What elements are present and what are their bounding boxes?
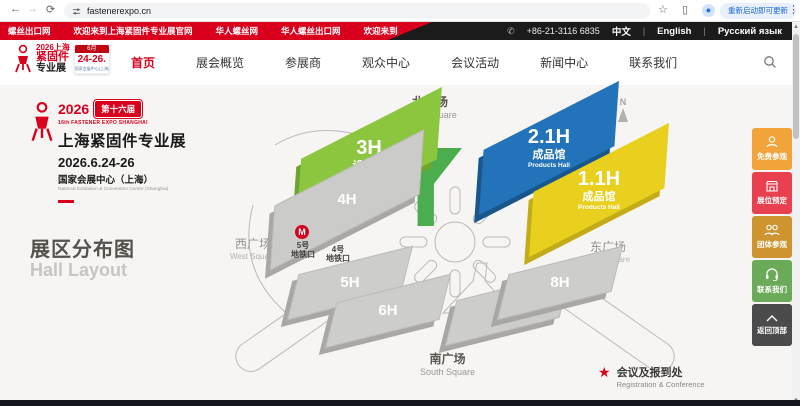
logo-line2: 紧固件 <box>36 51 69 64</box>
site-settings-icon[interactable] <box>72 7 81 16</box>
expo-venue-en: National Exhibition & Convention Center … <box>58 187 169 192</box>
legend-star-icon: ★ <box>598 364 611 380</box>
nav-item-news[interactable]: 新闻中心 <box>540 56 589 70</box>
nav-item-contact[interactable]: 联系我们 <box>629 56 678 70</box>
hall-map: 北广场 North Square 西广场 West Square 东广场 Eas… <box>215 80 755 400</box>
hall-layout-section: 2026 第十六届 16th FASTENER EXPO SHANGHAI 上海… <box>0 80 800 400</box>
visitor-icon <box>766 136 778 148</box>
expo-venue: 国家会展中心（上海） <box>58 175 154 186</box>
back-to-top-button[interactable]: 返回顶部 <box>752 304 792 346</box>
calendar-month: 6月 <box>74 45 109 54</box>
scroll-up-icon[interactable]: ▲ <box>793 24 799 30</box>
south-square-label: 南广场 South Square <box>419 352 476 377</box>
side-panel-icon[interactable]: ▯ <box>682 4 689 16</box>
page-scrollbar[interactable]: ▲ ▼ <box>792 22 800 406</box>
metro-exit-4-label: 4号 地铁口 <box>326 245 350 263</box>
top-info-bar-red <box>0 22 432 40</box>
expo-subtitle-en: 16th FASTENER EXPO SHANGHAI <box>58 120 148 126</box>
contact-us-button[interactable]: 联系我们 <box>752 260 792 302</box>
lang-separator: | <box>703 26 706 36</box>
expo-branding: 2026 第十六届 16th FASTENER EXPO SHANGHAI 上海… <box>30 99 240 203</box>
mascot-icon-large <box>31 101 53 142</box>
hall-2-1h[interactable]: 2.1H 成品馆 Products Hall <box>473 80 625 216</box>
link-welcome-official[interactable]: 欢迎来到上海紧固件专业展官网 <box>73 26 193 36</box>
expo-dates: 2026.6.24-26 <box>58 155 135 170</box>
expo-year: 2026 <box>58 101 90 117</box>
nav-item-home[interactable]: 首页 <box>131 56 156 70</box>
logo-text: 2026上海 紧固件 专业展 <box>36 43 70 74</box>
booth-booking-button[interactable]: 展位预定 <box>752 172 792 214</box>
chevron-up-icon <box>766 314 778 321</box>
red-dash <box>58 200 74 203</box>
link-luosi-export[interactable]: 螺丝出口网 <box>8 26 51 36</box>
phone-icon: ✆ <box>507 25 515 36</box>
contact-language-bar: ✆ +86-21-3116 6835 中文 | English | Русски… <box>507 22 782 40</box>
url-bar[interactable]: fastenerexpo.cn <box>64 3 650 19</box>
calendar-note: 国家会展中心(上海) <box>74 66 110 72</box>
browser-menu-icon[interactable]: ⋮ <box>788 4 799 16</box>
lang-separator: | <box>642 26 646 36</box>
expo-title: 上海紧固件专业展 <box>58 133 187 150</box>
forward-icon[interactable]: → <box>27 3 38 15</box>
metro-icon: M <box>295 225 309 239</box>
nav-item-events[interactable]: 会议活动 <box>451 56 500 70</box>
back-icon[interactable]: ← <box>10 3 21 15</box>
browser-toolbar: ← → ⟳ fastenerexpo.cn ☆ ▯ ● 重新启动即可更新 ⋮ <box>0 0 800 22</box>
nav-menu: 首页 展会概览 参展商 观众中心 会议活动 新闻中心 联系我们 <box>131 40 677 85</box>
section-title: 展区分布图 <box>30 239 135 261</box>
section-title-en: Hall Layout <box>30 260 128 280</box>
expo-edition-badge: 第十六届 <box>93 99 144 119</box>
headset-icon <box>766 267 778 281</box>
bookmark-star-icon[interactable]: ☆ <box>658 4 668 16</box>
reload-icon[interactable]: ⟳ <box>46 4 56 16</box>
logo-line1: 2026上海 <box>36 43 70 52</box>
hall-1-1h[interactable]: 1.1H 成品馆 Products Hall <box>523 122 675 258</box>
hall-4h[interactable]: 4H <box>263 129 431 271</box>
top-info-bar: 螺丝出口网 欢迎来到上海紧固件专业展官网 华人螺丝网 华人螺丝出口网 欢迎来到 … <box>0 22 800 40</box>
profile-avatar[interactable]: ● <box>702 4 715 17</box>
logo-line3: 专业展 <box>36 62 66 74</box>
booth-icon <box>765 180 779 192</box>
lang-english[interactable]: English <box>657 25 692 37</box>
url-text: fastenerexpo.cn <box>87 6 152 16</box>
calendar-days: 24-26. <box>77 54 106 66</box>
metro-exit-5-label: 5号 地铁口 <box>291 241 315 259</box>
mascot-icon <box>15 45 31 73</box>
scrollbar-thumb[interactable] <box>793 34 799 139</box>
registration-legend: ★ 会议及报到处 Registration & Conference <box>598 364 705 389</box>
compass-north: N <box>613 97 633 122</box>
hall-6h[interactable]: 6H <box>324 273 452 349</box>
link-huaren-export[interactable]: 华人螺丝出口网 <box>281 26 341 36</box>
lang-russian[interactable]: Русский язык <box>717 25 782 37</box>
lang-chinese[interactable]: 中文 <box>611 27 631 38</box>
link-welcome[interactable]: 欢迎来到 <box>363 26 398 36</box>
hall-5h[interactable]: 5H <box>286 245 414 321</box>
west-square-label: 西广场 West Square <box>229 237 277 261</box>
group-visit-button[interactable]: 团体参观 <box>752 216 792 258</box>
free-visit-button[interactable]: 免费参观 <box>752 128 792 170</box>
footer-bar-top <box>0 400 800 406</box>
floating-action-buttons: 免费参观 展位预定 团体参观 联系我们 <box>752 128 792 346</box>
nav-item-exhibitors[interactable]: 参展商 <box>285 56 322 70</box>
nav-item-visitors[interactable]: 观众中心 <box>362 56 411 70</box>
compass-arrow-icon <box>618 108 628 122</box>
partner-links: 螺丝出口网 欢迎来到上海紧固件专业展官网 华人螺丝网 华人螺丝出口网 欢迎来到 <box>8 22 398 40</box>
search-icon[interactable] <box>763 55 777 69</box>
main-navigation: 2026上海 紧固件 专业展 6月 24-26. 国家会展中心(上海) 首页 展… <box>0 40 800 85</box>
calendar-icon: 6月 24-26. 国家会展中心(上海) <box>73 44 110 75</box>
browser-update-button[interactable]: 重新启动即可更新 <box>720 3 796 19</box>
nav-item-overview[interactable]: 展会概览 <box>196 56 245 70</box>
hall-8h[interactable]: 8H <box>496 245 624 321</box>
phone-number: +86-21-3116 6835 <box>526 26 600 36</box>
site-logo[interactable]: 2026上海 紧固件 专业展 6月 24-26. 国家会展中心(上海) <box>14 43 110 75</box>
group-icon <box>764 224 780 236</box>
link-huaren-luosi[interactable]: 华人螺丝网 <box>215 26 259 36</box>
